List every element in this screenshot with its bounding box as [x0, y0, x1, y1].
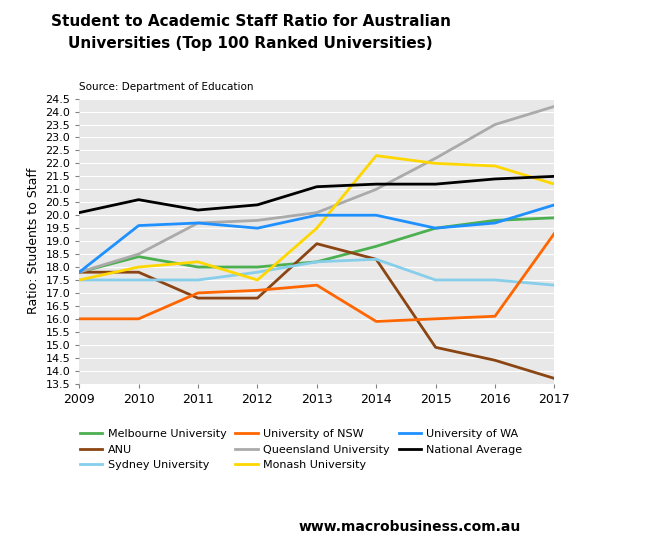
Text: www.macrobusiness.com.au: www.macrobusiness.com.au: [298, 520, 520, 534]
Legend: Melbourne University, ANU, Sydney University, University of NSW, Queensland Univ: Melbourne University, ANU, Sydney Univer…: [80, 429, 523, 470]
Y-axis label: Ratio: Students to Staff: Ratio: Students to Staff: [27, 168, 40, 315]
Text: Universities (Top 100 Ranked Universities): Universities (Top 100 Ranked Universitie…: [69, 36, 433, 50]
Text: Student to Academic Staff Ratio for Australian: Student to Academic Staff Ratio for Aust…: [51, 14, 451, 28]
Text: MACRO: MACRO: [535, 24, 610, 42]
Text: Source: Department of Education: Source: Department of Education: [79, 82, 253, 92]
Text: BUSINESS: BUSINESS: [523, 53, 622, 71]
